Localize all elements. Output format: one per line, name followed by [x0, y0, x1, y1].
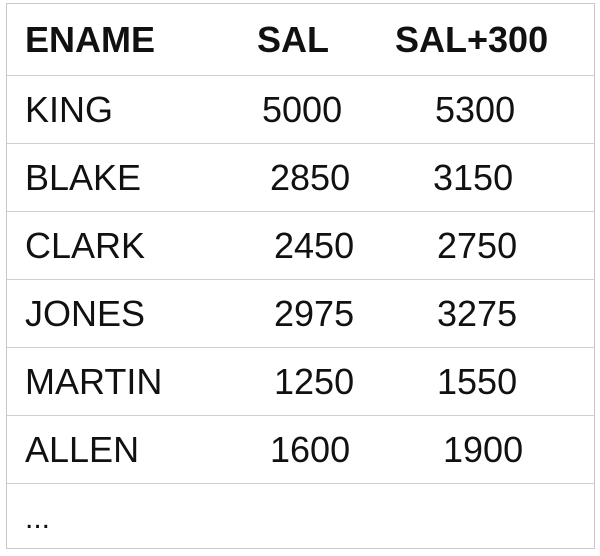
table-row: ALLEN 1600 1900 [7, 416, 594, 484]
cell-sal-plus-300: 1900 [443, 428, 524, 470]
table-row: BLAKE 2850 3150 [7, 144, 594, 212]
cell-ename: CLARK [25, 224, 146, 266]
cell-ename: BLAKE [25, 156, 142, 198]
cell-sal: 1250 [274, 360, 355, 402]
table-row: JONES 2975 3275 [7, 280, 594, 348]
table-row: CLARK 2450 2750 [7, 212, 594, 280]
cell-sal: 2975 [274, 292, 355, 334]
cell-sal-plus-300: 1550 [437, 360, 518, 402]
table-row-continuation: ... [7, 484, 594, 556]
cell-ename: MARTIN [25, 360, 163, 402]
table-header-row: ENAME SAL SAL+300 [7, 4, 594, 76]
cell-ename: ALLEN [25, 428, 140, 470]
cell-ename: KING [25, 88, 114, 130]
cell-sal-plus-300: 3275 [437, 292, 518, 334]
header-sal-plus-300: SAL+300 [395, 18, 549, 60]
cell-sal: 2450 [274, 224, 355, 266]
header-sal: SAL [257, 18, 329, 60]
cell-sal-plus-300: 5300 [435, 88, 516, 130]
salary-table: ENAME SAL SAL+300 KING 5000 5300 BLAKE 2… [6, 3, 595, 549]
cell-sal: 1600 [270, 428, 351, 470]
header-ename: ENAME [25, 18, 156, 60]
cell-sal-plus-300: 2750 [437, 224, 518, 266]
table-row: MARTIN 1250 1550 [7, 348, 594, 416]
cell-ename: JONES [25, 292, 146, 334]
ellipsis-text: ... [25, 502, 51, 535]
cell-sal: 2850 [270, 156, 351, 198]
cell-sal: 5000 [262, 88, 343, 130]
table-row: KING 5000 5300 [7, 76, 594, 144]
cell-sal-plus-300: 3150 [433, 156, 514, 198]
